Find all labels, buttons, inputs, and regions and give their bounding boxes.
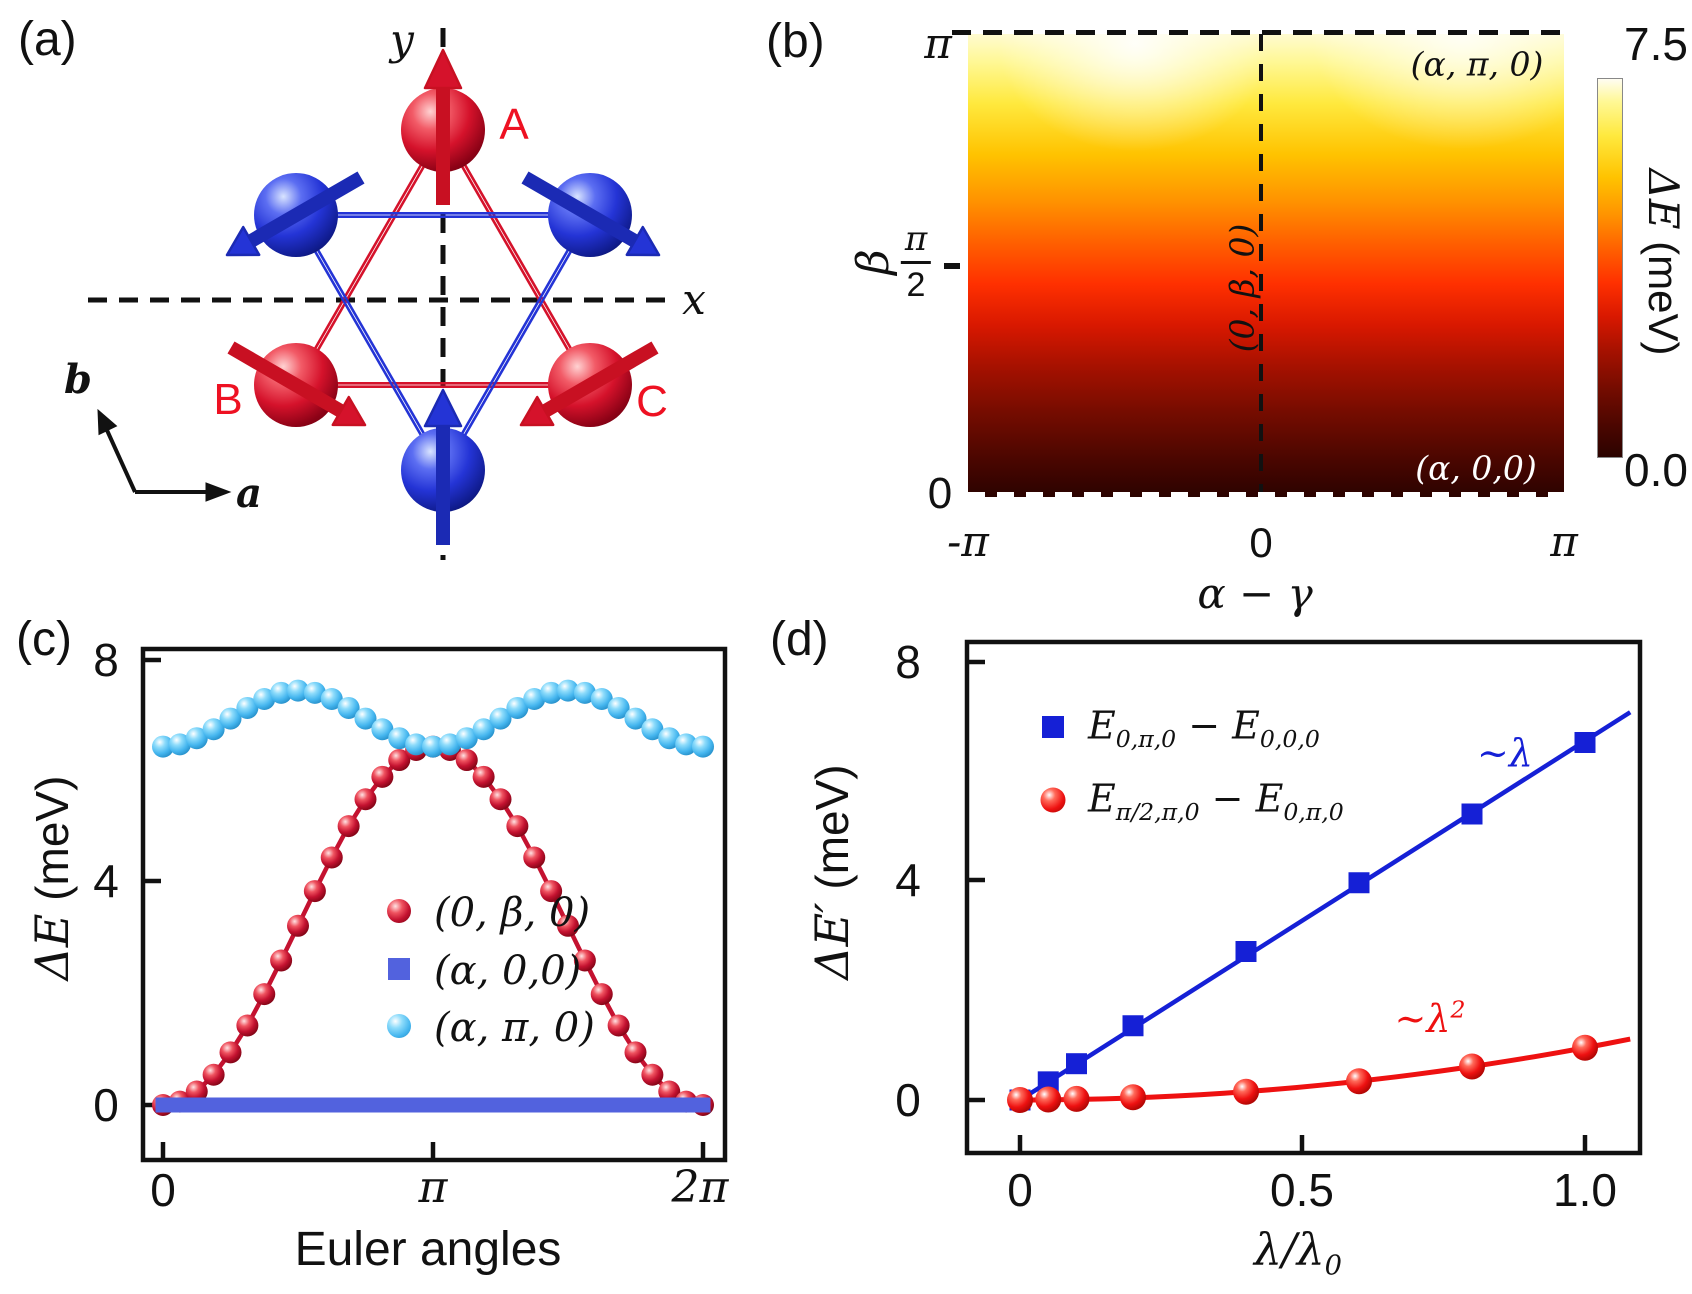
legend-marker-d-blue-square (1042, 716, 1064, 738)
panel-b-ytick-pi: π (924, 19, 952, 68)
site-blue-top-left-sphere (254, 173, 338, 257)
panel-c-label: (c) (16, 613, 72, 666)
legend-label-alpha-pi-0: (α, π, 0) (434, 1005, 595, 1051)
half-pi-denominator: 2 (906, 266, 926, 304)
colorbar-title-math: ΔE (1639, 168, 1688, 230)
panel-b-label: (b) (766, 15, 825, 68)
legend-marker-d-red-circle (1040, 787, 1066, 813)
panel-c-ylabel-math: ΔE (25, 913, 79, 981)
colorbar-title-unit: (meV) (1640, 229, 1687, 356)
spin-arrow-A (423, 48, 463, 90)
panel-d-ytick-8: 8 (895, 636, 921, 688)
spin-arrow-C (519, 395, 555, 427)
panel-b-ytick-0: 0 (927, 469, 953, 518)
panel-d-xtick-0: 0 (1007, 1164, 1033, 1216)
annotation-alpha-pi-0: (α, π, 0) (1410, 44, 1544, 84)
panel-d-ylabel-unit: (meV) (806, 764, 858, 903)
beta-zero-dashed-line (968, 492, 1564, 497)
a-vector-arrow (205, 482, 232, 502)
half-pi-numerator: π (900, 219, 932, 264)
panel-c-xtick-pi: π (418, 1162, 448, 1213)
annotation-0-beta-0: (0, β, 0) (1222, 223, 1262, 353)
panel-c-ytick-8: 8 (93, 634, 119, 686)
panel-b-xtick-minus-pi: -π (947, 517, 989, 566)
panel-d-ytick-4: 4 (895, 854, 921, 906)
lattice-diagram (88, 28, 665, 560)
spin-arrow-B (331, 395, 367, 427)
legend-marker-blue-square (388, 958, 410, 980)
site-C-label: C (636, 377, 668, 426)
legend-marker-red-circle (387, 899, 411, 923)
panel-c-series (152, 679, 714, 1116)
a-vector-label: a (236, 470, 262, 517)
y-axis-label: y (390, 15, 414, 64)
spin-arrows (225, 48, 661, 545)
annotation-lambda-linear: ~λ (1477, 731, 1533, 775)
spin-arrow-blue-top-left (225, 225, 261, 257)
site-A-sphere (401, 88, 485, 172)
panel-b-ytick-half-pi: π 2 (900, 219, 932, 305)
site-blue-top-right-sphere (548, 173, 632, 257)
heatmap-b (952, 30, 1570, 497)
b-vector-arrow (97, 408, 118, 436)
panel-d-xtick-05: 0.5 (1270, 1164, 1334, 1216)
panel-c-ytick-4: 4 (93, 855, 119, 907)
panel-c-ytick-0: 0 (93, 1079, 119, 1131)
panel-d-ytick-0: 0 (895, 1074, 921, 1126)
panel-c-ylabel: ΔE (meV) (25, 775, 79, 981)
b-vector-label: b (64, 356, 92, 403)
panel-d-xlabel-sub: 0 (1324, 1250, 1342, 1282)
panel-c-xtick-0: 0 (150, 1164, 176, 1216)
colorbar-title: ΔE (meV) (1639, 169, 1688, 356)
site-B-sphere (254, 343, 338, 427)
panel-a-label: (a) (18, 13, 77, 66)
colorbar-max-label: 7.5 (1624, 18, 1688, 70)
site-C-sphere (548, 343, 632, 427)
red-sublattice-triangle (290, 123, 596, 389)
spin-arrow-blue-top-right (625, 225, 661, 257)
beta-pi-dashed-line (952, 30, 1570, 35)
panel-d-xlabel-math: λ/λ (1254, 1224, 1325, 1276)
legend-marker-sky-circle (387, 1014, 411, 1038)
basis-vectors (97, 408, 232, 502)
annotation-lambda-squared-sup: 2 (1450, 995, 1466, 1024)
panel-c-xtick-2pi: 2π (671, 1162, 729, 1213)
legend-label-alpha-0-0: (α, 0,0) (434, 948, 582, 994)
site-A-label: A (499, 100, 529, 149)
legend-label-E0pi0-E000: E0,π,0 − E0,0,0 (1088, 703, 1320, 754)
panel-b-ylabel: β (848, 249, 899, 275)
panel-b-xtick-pi: π (1550, 517, 1578, 566)
panel-d-xtick-10: 1.0 (1553, 1164, 1617, 1216)
annotation-alpha-0-0: (α, 0,0) (1415, 448, 1537, 488)
blue-sublattice-triangle (290, 212, 596, 477)
annotation-lambda-squared: ~λ2 (1394, 995, 1466, 1041)
site-B-label: B (213, 375, 243, 424)
alpha-gamma-zero-dashed-line (1259, 34, 1263, 497)
panel-d-ylabel: ΔE′ (meV) (805, 764, 859, 979)
panel-c-xlabel: Euler angles (294, 1223, 562, 1276)
site-blue-bottom-sphere (401, 428, 485, 512)
colorbar (1597, 78, 1623, 458)
spin-arrow-blue-bottom (423, 388, 463, 428)
legend-label-Epi2pi0-E0pi0: Eπ/2,π,0 − E0,π,0 (1088, 776, 1344, 827)
panel-d-xlabel: λ/λ0 (1254, 1228, 1342, 1279)
panel-c-ylabel-unit: (meV) (26, 775, 78, 914)
annotation-lambda-squared-base: ~λ (1394, 996, 1451, 1041)
x-axis-label: x (682, 275, 706, 324)
colorbar-min-label: 0.0 (1624, 444, 1688, 496)
panel-c-ticks (145, 657, 706, 1158)
panel-d-series (1007, 710, 1632, 1113)
panel-d-label: (d) (770, 613, 829, 666)
panel-b-xtick-0: 0 (1249, 519, 1273, 566)
legend-label-0-beta-0: (0, β, 0) (434, 890, 591, 936)
panel-b-xlabel: α − γ (1197, 569, 1313, 618)
panel-d-ylabel-math: ΔE′ (805, 902, 859, 980)
